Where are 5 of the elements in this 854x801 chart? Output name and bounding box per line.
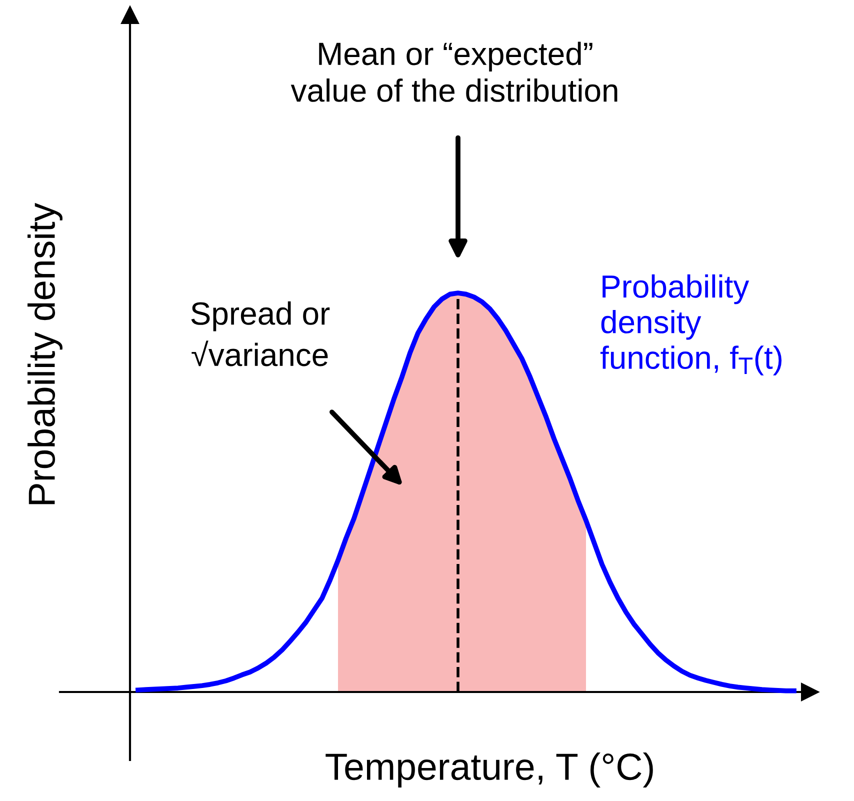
x-axis-title: Temperature, T (°C) — [326, 752, 653, 788]
text: Probability density function, f$_{T}$(t) — [600, 274, 782, 376]
y-axis-title: Probability density — [28, 202, 62, 504]
annotation: Spread or √variance — [191, 301, 330, 366]
text: Mean or “expected” value of the distribution — [290, 42, 618, 102]
